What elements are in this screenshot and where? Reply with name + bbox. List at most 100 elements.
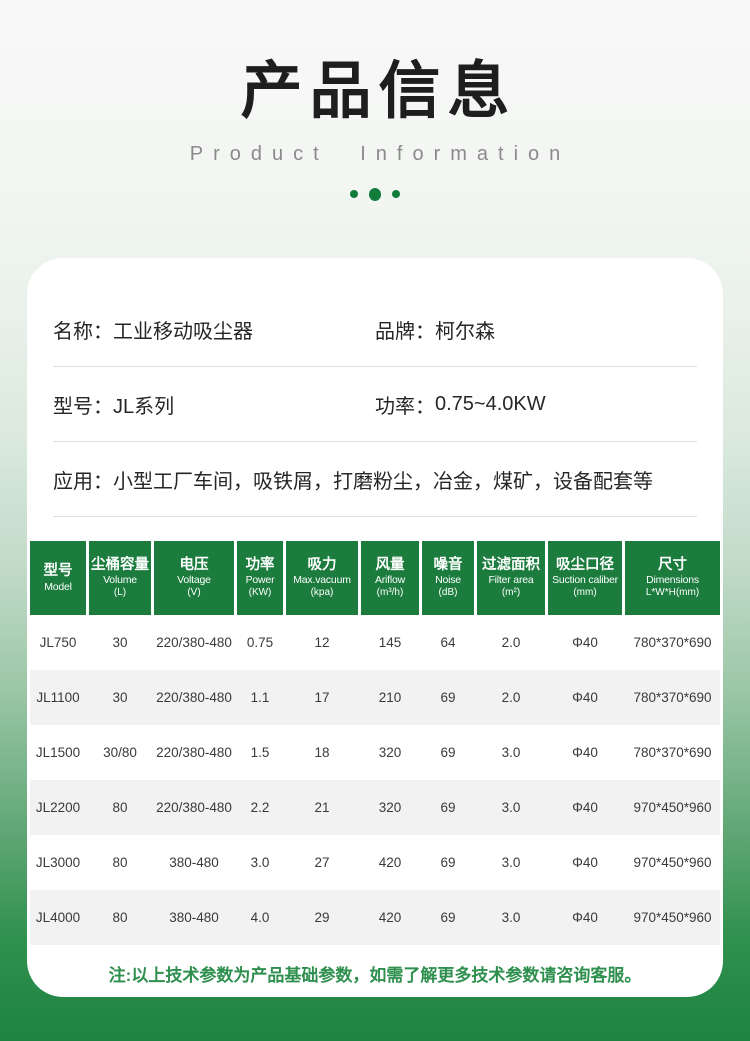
cell: 2.2	[250, 800, 270, 815]
cell: 3.0	[501, 910, 521, 925]
cell: 1.5	[250, 745, 270, 760]
table-row-jl2200: JL2200 80 220/380-480 2.2 21 320 69 3.0 …	[30, 780, 720, 835]
cell: 80	[112, 910, 128, 925]
header-cell-dimensions: 尺寸 Dimensions L*W*H(mm)	[625, 541, 720, 615]
cell: JL1500	[35, 745, 81, 760]
cell: 0.75	[246, 635, 274, 650]
cell: JL3000	[35, 855, 81, 870]
cell: 970*450*960	[633, 800, 712, 815]
product-info-card: 名称： 工业移动吸尘器 品牌： 柯尔森 型号： JL系列 功率： 0.75~4.…	[27, 258, 723, 997]
cell: 69	[440, 910, 456, 925]
cell: 970*450*960	[633, 910, 712, 925]
cell: 320	[378, 745, 402, 760]
cell: 4.0	[250, 910, 270, 925]
cell: 3.0	[501, 745, 521, 760]
cell: 3.0	[501, 800, 521, 815]
field-name: 名称： 工业移动吸尘器	[53, 315, 375, 344]
header-cell-suction-caliber: 吸尘口径 Suction caliber (mm)	[548, 541, 622, 615]
cell: JL1100	[36, 690, 80, 705]
field-model-value: JL系列	[113, 395, 175, 418]
field-brand-label: 品牌：	[375, 320, 435, 343]
dot-icon	[369, 187, 381, 201]
cell: 30/80	[103, 745, 137, 760]
cell: JL750	[39, 635, 77, 650]
divider	[53, 516, 697, 517]
hero-header: 产品信息 Product Information	[0, 0, 750, 201]
field-application: 应用： 小型工厂车间，吸铁屑，打磨粉尘，冶金，煤矿，设备配套等	[53, 465, 653, 494]
field-power-label: 功率：	[375, 395, 435, 418]
cell: 2.0	[501, 690, 521, 705]
cell: 69	[440, 800, 456, 815]
footnote: 注:以上技术参数为产品基础参数，如需了解更多技术参数请咨询客服。	[108, 966, 642, 985]
cell: 21	[314, 800, 330, 815]
field-brand: 品牌： 柯尔森	[375, 315, 495, 344]
field-name-value: 工业移动吸尘器	[113, 320, 253, 343]
cell: 29	[314, 910, 330, 925]
table-row-jl3000: JL3000 80 380-480 3.0 27 420 69 3.0 Φ40 …	[30, 835, 720, 890]
cell: 80	[112, 855, 128, 870]
info-row-model-power: 型号： JL系列 功率： 0.75~4.0KW	[53, 389, 697, 419]
cell: Φ40	[572, 910, 598, 925]
cell: 210	[378, 690, 402, 705]
field-power-value: 0.75~4.0KW	[435, 392, 546, 415]
info-row-application: 应用： 小型工厂车间，吸铁屑，打磨粉尘，冶金，煤矿，设备配套等	[53, 464, 697, 494]
field-model-label: 型号：	[53, 395, 113, 418]
cell: 2.0	[501, 635, 521, 650]
spec-table: 型号 Model 尘桶容量 Volume (L) 电压 Voltage (V) …	[30, 541, 720, 945]
cell: Φ40	[572, 800, 598, 815]
field-model: 型号： JL系列	[53, 390, 375, 419]
cell: 1.1	[250, 690, 270, 705]
cell: Φ40	[572, 635, 598, 650]
table-row-jl4000: JL4000 80 380-480 4.0 29 420 69 3.0 Φ40 …	[30, 890, 720, 945]
cell: 69	[440, 745, 456, 760]
cell: 220/380-480	[156, 635, 232, 650]
cell: 27	[314, 855, 330, 870]
cell: 12	[314, 635, 330, 650]
decor-dots	[0, 187, 750, 201]
table-row-jl1100: JL1100 30 220/380-480 1.1 17 210 69 2.0 …	[30, 670, 720, 725]
cell: 320	[378, 800, 402, 815]
dot-icon	[392, 190, 400, 199]
cell: 145	[378, 635, 402, 650]
cell: 220/380-480	[156, 745, 232, 760]
cell: 220/380-480	[156, 800, 232, 815]
basic-info-section: 名称： 工业移动吸尘器 品牌： 柯尔森 型号： JL系列 功率： 0.75~4.…	[27, 258, 723, 517]
field-power: 功率： 0.75~4.0KW	[375, 390, 546, 419]
header-cell-volume: 尘桶容量 Volume (L)	[89, 541, 151, 615]
page-title: 产品信息	[240, 57, 517, 126]
cell: 780*370*690	[633, 690, 712, 705]
cell: JL2200	[35, 800, 81, 815]
header-cell-noise: 噪音 Noise (dB)	[422, 541, 474, 615]
cell: 18	[314, 745, 330, 760]
cell: 420	[378, 855, 402, 870]
field-application-value: 小型工厂车间，吸铁屑，打磨粉尘，冶金，煤矿，设备配套等	[113, 470, 653, 493]
cell: 380-480	[169, 855, 219, 870]
cell: 80	[112, 800, 128, 815]
cell: Φ40	[572, 855, 598, 870]
cell: 30	[112, 635, 128, 650]
cell: 3.0	[250, 855, 270, 870]
header-cell-vacuum: 吸力 Max.vacuum (kpa)	[286, 541, 358, 615]
cell: 3.0	[501, 855, 521, 870]
header-cell-voltage: 电压 Voltage (V)	[154, 541, 234, 615]
cell: 970*450*960	[633, 855, 712, 870]
cell: JL4000	[35, 910, 81, 925]
cell: Φ40	[572, 690, 598, 705]
cell: 420	[378, 910, 402, 925]
divider	[53, 441, 697, 442]
header-cell-power: 功率 Power (KW)	[237, 541, 283, 615]
dot-icon	[350, 190, 358, 199]
cell: 380-480	[169, 910, 219, 925]
page-subtitle: Product Information	[189, 142, 571, 165]
field-brand-value: 柯尔森	[435, 320, 495, 343]
cell: 220/380-480	[156, 690, 232, 705]
cell: 30	[112, 690, 128, 705]
cell: 69	[440, 690, 456, 705]
cell: 17	[314, 690, 330, 705]
divider	[53, 366, 697, 367]
cell: Φ40	[572, 745, 598, 760]
table-row-jl1500: JL1500 30/80 220/380-480 1.5 18 320 69 3…	[30, 725, 720, 780]
header-cell-filter-area: 过滤面积 Filter area (m²)	[477, 541, 545, 615]
field-application-label: 应用：	[53, 470, 113, 493]
spec-table-header: 型号 Model 尘桶容量 Volume (L) 电压 Voltage (V) …	[30, 541, 720, 615]
